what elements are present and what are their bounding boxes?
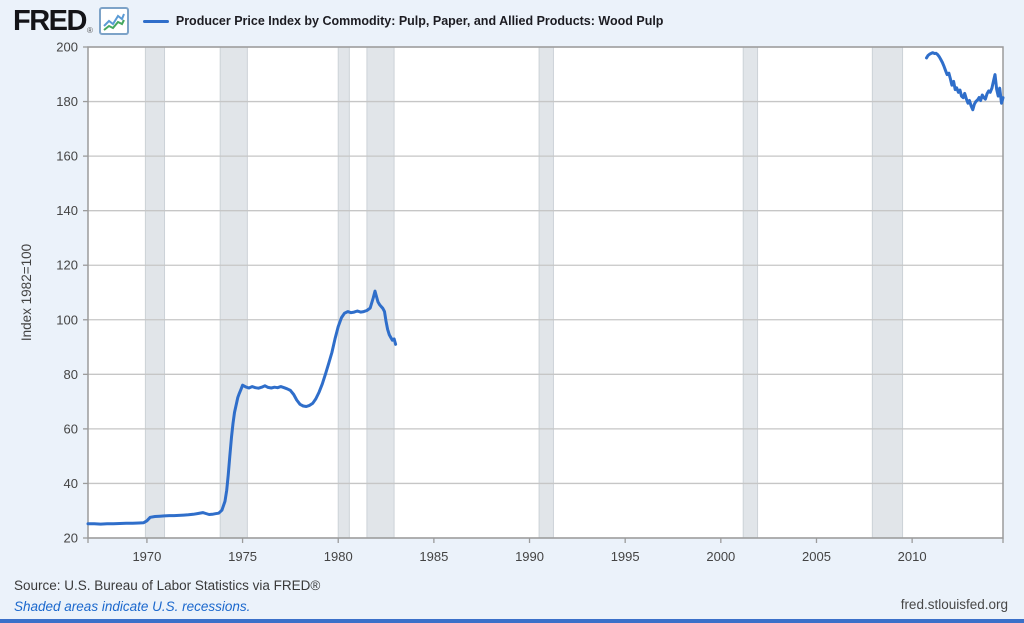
source-text: Source: U.S. Bureau of Labor Statistics … xyxy=(14,578,321,593)
fred-sparkline-icon xyxy=(98,7,129,35)
recessions-note-link[interactable]: Shaded areas indicate U.S. recessions. xyxy=(14,599,251,614)
y-tick-label: 20 xyxy=(64,531,78,546)
legend: Producer Price Index by Commodity: Pulp,… xyxy=(142,14,664,28)
series-line xyxy=(925,51,1005,112)
x-tick-label: 2000 xyxy=(706,549,735,564)
x-tick-label: 1995 xyxy=(611,549,640,564)
x-tick-label: 2010 xyxy=(898,549,927,564)
x-tick-label: 2005 xyxy=(802,549,831,564)
chart-canvas: 20 40 60 80 100 120 140 160 180 200 1970 1975 1980 19… xyxy=(19,40,1005,564)
fred-logo[interactable]: FRED ® xyxy=(13,4,93,37)
chart-header: FRED ® Producer Price Index by Commodity… xyxy=(0,0,1024,42)
x-tick-label: 1990 xyxy=(515,549,544,564)
legend-series-label: Producer Price Index by Commodity: Pulp,… xyxy=(175,14,664,28)
y-tick-label: 120 xyxy=(56,258,78,273)
sparkline-icon-graphic xyxy=(103,13,125,31)
legend-line-swatch xyxy=(142,19,169,23)
site-url-text: fred.stlouisfed.org xyxy=(900,597,1008,612)
y-tick-label: 100 xyxy=(56,312,78,327)
registered-mark: ® xyxy=(86,25,93,35)
y-tick-label: 80 xyxy=(64,367,78,382)
x-tick-label: 1985 xyxy=(419,549,448,564)
footer-accent-bar xyxy=(0,619,1024,623)
recession-band xyxy=(872,47,903,538)
recession-band xyxy=(539,47,554,538)
recession-band xyxy=(220,47,248,538)
x-tick-label: 1975 xyxy=(228,549,257,564)
y-tick-label: 60 xyxy=(64,421,78,436)
y-axis-title: Index 1982=100 xyxy=(19,244,34,341)
y-tick-label: 40 xyxy=(64,476,78,491)
x-tick-label: 1980 xyxy=(324,549,353,564)
fred-logo-text: FRED xyxy=(13,4,87,37)
recession-band xyxy=(145,47,165,538)
recession-band xyxy=(743,47,758,538)
y-tick-label: 180 xyxy=(56,94,78,109)
y-tick-label: 140 xyxy=(56,203,78,218)
recession-band xyxy=(338,47,350,538)
recession-band xyxy=(366,47,395,538)
x-tick-label: 1970 xyxy=(132,549,161,564)
y-tick-label: 200 xyxy=(56,40,78,55)
plot-border xyxy=(87,46,1004,539)
y-tick-label: 160 xyxy=(56,149,78,164)
series-line xyxy=(86,289,398,526)
